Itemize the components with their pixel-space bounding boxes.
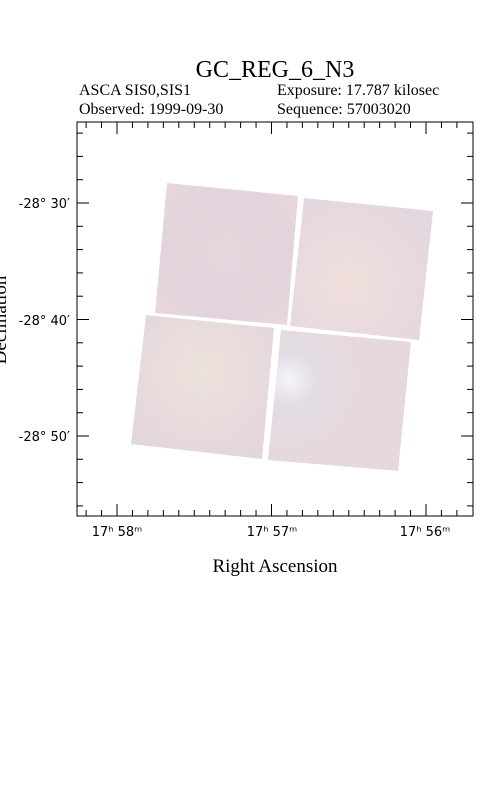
observed: Observed: 1999-09-30 (79, 101, 223, 118)
image (131, 183, 433, 471)
title: GC_REG_6_N3 (196, 57, 355, 83)
tile (268, 330, 411, 471)
tile (290, 198, 433, 340)
sequence: Sequence: 57003020 (277, 101, 411, 118)
tile (131, 315, 274, 459)
x-tick-label: 17ʰ 57ᵐ (247, 525, 298, 540)
tile (155, 183, 298, 325)
y-tick-label: -28° 40′ (19, 314, 70, 329)
x-axis-label: Right Ascension (212, 556, 338, 577)
y-tick-label: -28° 30′ (19, 197, 70, 212)
exposure: Exposure: 17.787 kilosec (277, 82, 439, 99)
y-axis-label: Declination (0, 275, 11, 364)
x-tick-label: 17ʰ 56ᵐ (400, 525, 451, 540)
instrument: ASCA SIS0,SIS1 (79, 82, 191, 99)
y-tick-label: -28° 50′ (19, 430, 70, 445)
x-tick-label: 17ʰ 58ᵐ (92, 525, 143, 540)
tick-marks (77, 122, 473, 516)
